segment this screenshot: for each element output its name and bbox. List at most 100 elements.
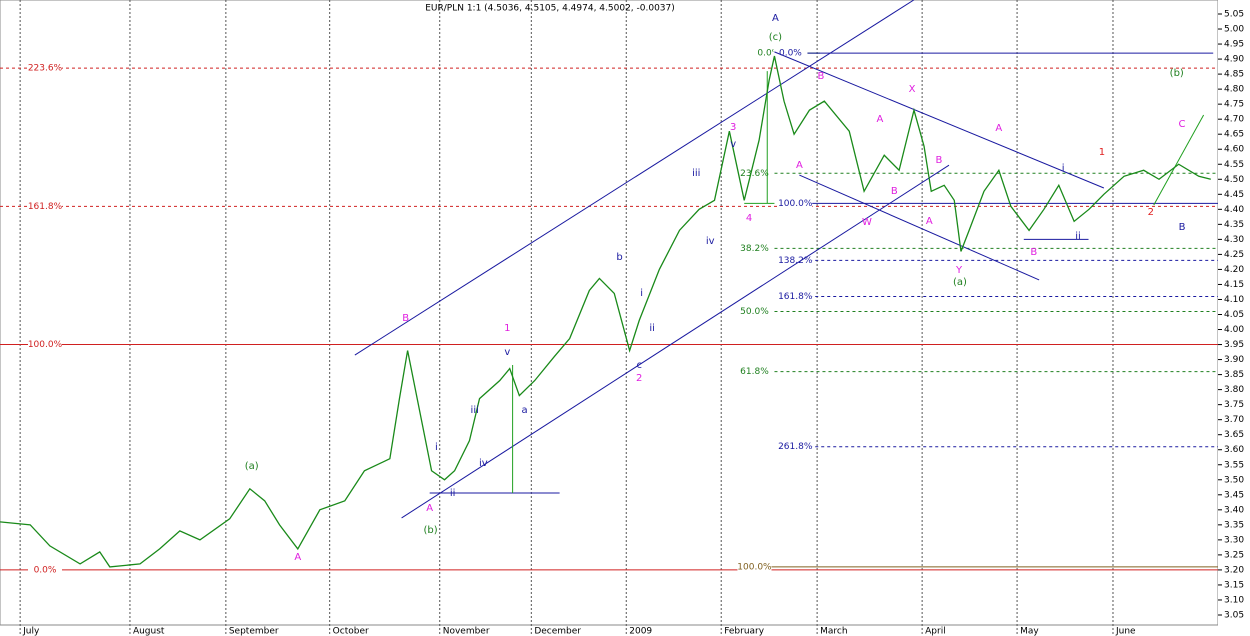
wave-label: i bbox=[1062, 163, 1065, 174]
y-tick-label: 3.85 bbox=[1224, 370, 1244, 380]
wave-label: i bbox=[435, 442, 438, 453]
y-tick-label: 3.95 bbox=[1224, 340, 1244, 350]
wave-label: c bbox=[636, 360, 642, 371]
wave-label: A bbox=[772, 13, 779, 24]
x-tick-label: March bbox=[820, 627, 847, 636]
x-tick-label: April bbox=[925, 627, 946, 636]
x-tick-label: November bbox=[443, 627, 490, 636]
level-label-bg bbox=[778, 291, 813, 302]
level-label-bg bbox=[737, 561, 772, 572]
y-tick-label: 4.35 bbox=[1224, 220, 1244, 230]
level-label: 100.0% bbox=[737, 562, 772, 572]
wave-label: A bbox=[796, 160, 803, 171]
y-tick-label: 4.50 bbox=[1224, 175, 1244, 185]
y-tick-label: 3.45 bbox=[1224, 490, 1244, 500]
y-axis-area bbox=[1218, 0, 1250, 636]
level-label-bg bbox=[751, 48, 786, 59]
wave-label: A bbox=[294, 552, 301, 563]
x-tick-label: July bbox=[22, 627, 40, 636]
level-label: 138.2% bbox=[778, 256, 813, 266]
level-label: 23.6% bbox=[740, 169, 769, 179]
x-tick-label: August bbox=[133, 627, 165, 636]
y-tick-label: 3.55 bbox=[1224, 460, 1244, 470]
y-tick-label: 4.70 bbox=[1224, 115, 1244, 125]
wave-label: 2 bbox=[1148, 207, 1154, 218]
wave-label: b bbox=[616, 252, 622, 263]
wave-label: B bbox=[402, 313, 409, 324]
y-tick-label: 3.70 bbox=[1224, 415, 1244, 425]
level-label-bg bbox=[737, 366, 772, 377]
y-tick-label: 4.55 bbox=[1224, 160, 1244, 170]
y-tick-label: 5.05 bbox=[1224, 10, 1244, 20]
wave-label: v bbox=[730, 139, 736, 150]
y-tick-label: 4.80 bbox=[1224, 85, 1244, 95]
wave-label: A bbox=[995, 123, 1002, 134]
wave-label: A bbox=[426, 503, 433, 514]
wave-label: 2 bbox=[636, 373, 642, 384]
wave-label: B bbox=[891, 186, 898, 197]
trendline bbox=[799, 174, 1040, 281]
wave-label: C bbox=[1179, 119, 1186, 130]
wave-label: 1 bbox=[504, 323, 510, 334]
y-tick-label: 3.60 bbox=[1224, 445, 1244, 455]
y-tick-label: 3.80 bbox=[1224, 385, 1244, 395]
wave-label: iv bbox=[479, 458, 488, 469]
level-label-bg bbox=[28, 564, 62, 575]
level-label: 38.2% bbox=[740, 244, 769, 254]
wave-label: 3 bbox=[730, 122, 736, 133]
level-label-bg bbox=[28, 201, 62, 212]
wave-label: (a) bbox=[245, 461, 259, 472]
wave-label: iii bbox=[692, 168, 700, 179]
trendline bbox=[354, 0, 915, 356]
trendline bbox=[1153, 114, 1205, 206]
wave-label: Y bbox=[955, 265, 963, 276]
wave-label: B bbox=[935, 155, 942, 166]
wave-label: 1 bbox=[1099, 147, 1105, 158]
level-label-bg bbox=[737, 168, 772, 179]
level-label-bg bbox=[778, 198, 813, 209]
level-label-bg bbox=[28, 339, 62, 350]
y-tick-label: 5.00 bbox=[1224, 25, 1244, 35]
level-label-bg bbox=[778, 441, 813, 452]
level-label: 100.0% bbox=[778, 199, 813, 209]
wave-label: iii bbox=[471, 405, 479, 416]
level-label: 0.0% bbox=[34, 565, 57, 575]
x-tick-label: February bbox=[724, 627, 765, 636]
y-tick-label: 4.45 bbox=[1224, 190, 1244, 200]
wave-label: v bbox=[504, 347, 510, 358]
y-tick-label: 3.65 bbox=[1224, 430, 1244, 440]
wave-label: B bbox=[818, 71, 825, 82]
y-tick-label: 3.20 bbox=[1224, 565, 1244, 575]
level-label-bg bbox=[778, 255, 813, 266]
x-tick-label: 2009 bbox=[629, 627, 652, 636]
wave-label: a bbox=[522, 405, 528, 416]
x-tick-label: June bbox=[1115, 627, 1136, 636]
level-label-bg bbox=[28, 63, 62, 74]
trendline bbox=[401, 164, 950, 519]
level-label: 161.8% bbox=[28, 202, 63, 212]
level-label: 223.6% bbox=[28, 64, 63, 74]
price-line bbox=[0, 55, 1211, 568]
x-tick-label: October bbox=[333, 627, 369, 636]
y-tick-label: 3.90 bbox=[1224, 355, 1244, 365]
wave-label: W bbox=[862, 217, 872, 228]
wave-label: i bbox=[640, 288, 643, 299]
y-tick-label: 4.20 bbox=[1224, 265, 1244, 275]
level-label-bg bbox=[737, 306, 772, 317]
level-label: 261.8% bbox=[778, 442, 813, 452]
y-tick-label: 3.50 bbox=[1224, 475, 1244, 485]
wave-label: B bbox=[1030, 247, 1037, 258]
y-tick-label: 4.00 bbox=[1224, 325, 1244, 335]
level-label: 0.0% bbox=[779, 49, 802, 59]
wave-label: X bbox=[909, 84, 916, 95]
y-tick-label: 3.75 bbox=[1224, 400, 1244, 410]
wave-label: ii bbox=[1075, 231, 1081, 242]
y-tick-label: 3.05 bbox=[1224, 611, 1244, 621]
y-tick-label: 4.25 bbox=[1224, 250, 1244, 260]
level-label: 0.0% bbox=[757, 49, 780, 59]
wave-label: iv bbox=[706, 236, 715, 247]
plot: 223.6%161.8%100.0%0.0%0.0%23.6%38.2%50.0… bbox=[0, 0, 1218, 636]
level-label: 161.8% bbox=[778, 292, 813, 302]
y-tick-label: 4.60 bbox=[1224, 145, 1244, 155]
